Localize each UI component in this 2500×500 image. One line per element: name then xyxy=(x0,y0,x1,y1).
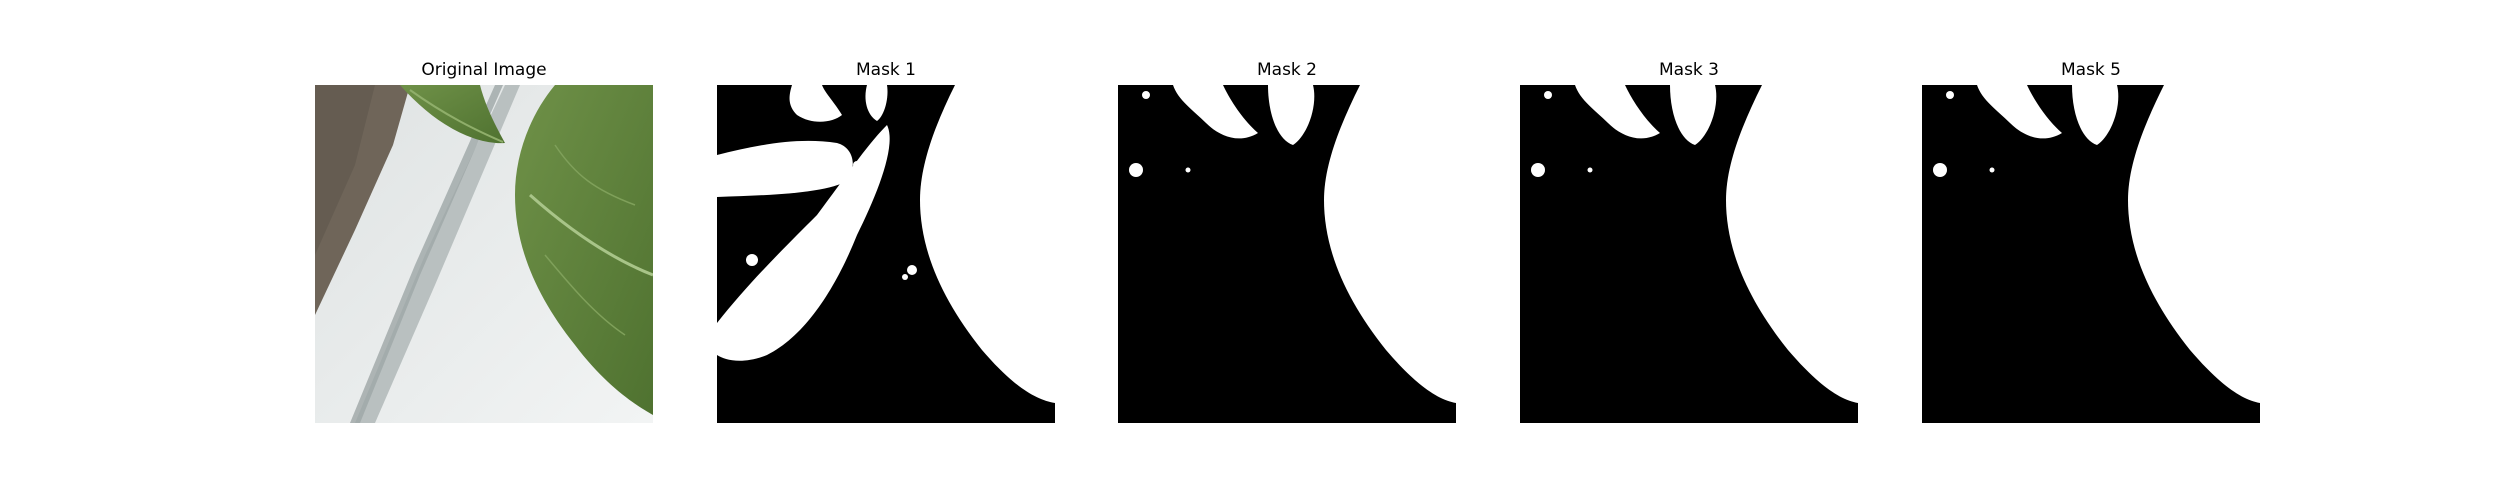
small-leaf xyxy=(400,85,505,144)
panel-title: Mask 1 xyxy=(855,60,916,80)
mask-image xyxy=(717,85,1055,423)
panel-title: Mask 3 xyxy=(1658,60,1719,80)
original-image xyxy=(315,85,653,423)
panel-mask-3: Mask 3 xyxy=(1520,58,1858,424)
large-leaf xyxy=(515,85,653,415)
panel-title: Mask 5 xyxy=(2060,60,2121,80)
panel-title: Mask 2 xyxy=(1256,60,1317,80)
panel-mask-2: Mask 2 xyxy=(1118,58,1456,424)
mask-image xyxy=(1118,85,1456,423)
panel-mask-1: Mask 1 xyxy=(717,58,1055,424)
panel-title: Original Image xyxy=(421,60,547,80)
panel-original-image: Original Image xyxy=(315,58,653,424)
mask-image xyxy=(1922,85,2260,423)
panel-mask-5: Mask 5 xyxy=(1922,58,2260,424)
groove-shadow xyxy=(355,85,520,423)
mask-image xyxy=(1520,85,1858,423)
